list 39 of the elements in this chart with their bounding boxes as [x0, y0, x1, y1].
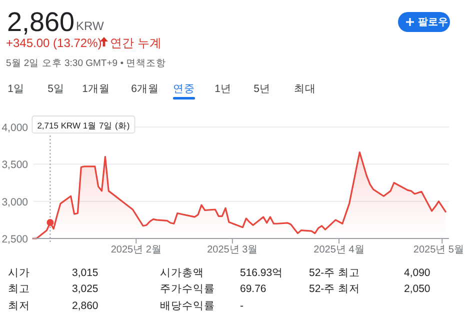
x-tick-label: 2025년 3월 [207, 244, 258, 256]
text: 최저 [8, 300, 30, 312]
text: 2,860 [72, 300, 98, 312]
text: 5일 [48, 83, 64, 95]
text: 3,015 [72, 267, 98, 279]
x-tick-label: 2025년 2월 [110, 244, 162, 256]
text: 1년 [214, 83, 232, 95]
x-tick-label: 2025년 5월 [413, 244, 464, 256]
ref-line-label: 2,715 KRW 1월 7일 (화) [37, 120, 130, 130]
text: 최대 [294, 83, 316, 95]
text: 팔로우 [418, 17, 448, 28]
text: 52-주 최저 [309, 283, 360, 295]
x-tick-label: 2025년 4월 [314, 244, 364, 256]
text: 5년 [254, 83, 270, 95]
text: 6개월 [131, 83, 159, 95]
text: - [240, 300, 244, 312]
text: 1개월 [82, 83, 110, 95]
text: 5월 2일 오후 3:30 GMT+9 • 면책조항 [6, 58, 166, 69]
text: 3,025 [72, 283, 98, 295]
y-tick-label: 3,000 [2, 196, 28, 208]
text: 1일 [8, 83, 24, 95]
text: 연간 누계 [110, 36, 162, 50]
text: 배당수익률 [160, 300, 215, 312]
text: 주가수익률 [160, 283, 215, 295]
text: KRW [76, 19, 104, 33]
text: 시가총액 [160, 267, 204, 279]
text: 69.76 [240, 283, 266, 295]
text: 2,860 [7, 7, 75, 37]
y-tick-label: 4,000 [2, 122, 28, 134]
text: 4,090 [404, 267, 430, 279]
text: 최고 [8, 283, 30, 295]
text: 2,050 [404, 283, 430, 295]
y-tick-label: 2,500 [2, 234, 28, 246]
text: 시가 [8, 267, 30, 279]
text: 연중 [173, 83, 195, 95]
text: 516.93억 [240, 267, 284, 279]
text: 52-주 최고 [309, 267, 360, 279]
y-tick-label: 3,500 [2, 159, 28, 172]
text: +345.00 (13.72%) [6, 36, 102, 50]
